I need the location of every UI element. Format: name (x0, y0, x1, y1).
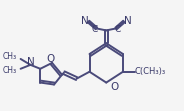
Text: C: C (91, 25, 98, 34)
Text: C: C (115, 25, 121, 34)
Text: C(CH₃)₃: C(CH₃)₃ (135, 67, 166, 76)
Text: N: N (81, 16, 89, 26)
Text: O: O (46, 54, 54, 64)
Text: N: N (26, 57, 34, 67)
Text: O: O (110, 82, 118, 92)
Text: CH₃: CH₃ (3, 53, 17, 61)
Text: CH₃: CH₃ (3, 66, 17, 75)
Text: N: N (124, 16, 132, 26)
